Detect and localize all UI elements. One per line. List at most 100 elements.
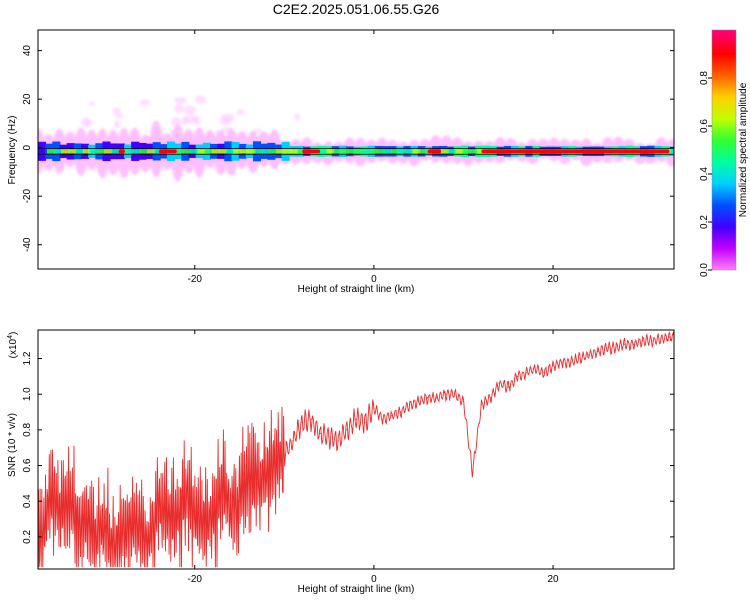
spectrogram-haze-blob bbox=[139, 99, 151, 106]
snr-data-point bbox=[391, 415, 393, 417]
spectrogram-cell bbox=[61, 149, 70, 154]
snr-data-point bbox=[480, 404, 483, 406]
snr-exponent-label: (x104) bbox=[7, 332, 19, 359]
spectrogram-cell bbox=[362, 149, 371, 154]
spectrogram-haze-blob bbox=[214, 130, 224, 135]
spectrogram-cell bbox=[297, 149, 306, 154]
snr-y-tick-label: 0.4 bbox=[22, 494, 33, 508]
snr-data-point bbox=[113, 550, 115, 552]
snr-data-point bbox=[167, 514, 169, 517]
spectrogram-cell bbox=[38, 141, 47, 161]
spectrogram-cell bbox=[283, 149, 292, 154]
spectrogram-cell bbox=[68, 149, 77, 154]
spectrogram-haze-blob bbox=[174, 97, 188, 104]
snr-data-point bbox=[507, 386, 509, 388]
snr-series-line bbox=[38, 331, 674, 568]
snr-line-layer bbox=[38, 331, 674, 568]
spectrogram-cell bbox=[125, 149, 134, 154]
snr-panel: -20 0 20 0.2 0.4 0.6 0.8 1.0 1.2 Height of strai… bbox=[7, 329, 675, 595]
snr-data-point bbox=[301, 422, 303, 424]
snr-data-point bbox=[453, 393, 456, 395]
spectrogram-haze-blob bbox=[219, 116, 232, 126]
snr-data-point bbox=[194, 518, 196, 520]
snr-data-point bbox=[104, 525, 106, 527]
spectrogram-cell bbox=[276, 149, 285, 154]
spectrogram-cell bbox=[211, 149, 220, 154]
snr-data-point bbox=[400, 411, 402, 413]
snr-data-point bbox=[256, 482, 259, 484]
spectrogram-cell bbox=[355, 149, 364, 154]
spectrogram-y-tick-label: 0 bbox=[22, 144, 33, 150]
snr-x-tick-label: -20 bbox=[188, 574, 203, 585]
spectrogram-cell bbox=[376, 149, 385, 154]
snr-x-label: Height of straight line (km) bbox=[298, 584, 415, 595]
snr-y-tick-label: 1.0 bbox=[22, 387, 33, 401]
spectrogram-cell bbox=[340, 149, 349, 154]
snr-data-point bbox=[247, 472, 250, 474]
spectrogram-cell bbox=[97, 149, 106, 154]
snr-data-point bbox=[346, 429, 348, 431]
spectrogram-cell bbox=[412, 149, 421, 154]
spectrogram-cell bbox=[75, 149, 84, 154]
spectrogram-cell bbox=[448, 149, 457, 154]
colorbar-gradient bbox=[711, 29, 737, 271]
spectrogram-cell bbox=[469, 149, 478, 154]
snr-data-point bbox=[427, 397, 429, 399]
colorbar-tick-label: 0.8 bbox=[699, 71, 710, 85]
snr-data-point bbox=[597, 350, 599, 353]
snr-data-point bbox=[122, 532, 124, 534]
spectrogram-cell bbox=[455, 149, 464, 154]
spectrogram-ridge-segment bbox=[427, 149, 442, 154]
spectrogram-cell bbox=[254, 149, 263, 154]
snr-x-tick-label: 20 bbox=[548, 574, 560, 585]
spectrogram-cell bbox=[405, 149, 414, 154]
snr-data-point bbox=[588, 354, 590, 356]
spectrogram-haze-blob bbox=[195, 95, 207, 105]
colorbar-tick-label: 0.2 bbox=[699, 215, 710, 229]
snr-axes: -20 0 20 0.2 0.4 0.6 0.8 1.0 1.2 bbox=[22, 330, 674, 585]
snr-data-point bbox=[95, 536, 97, 538]
spectrogram-cell bbox=[204, 149, 213, 154]
spectrogram-ridge-segment bbox=[118, 149, 125, 154]
snr-data-point bbox=[337, 439, 339, 442]
spectrogram-y-tick-label: -20 bbox=[22, 189, 33, 204]
spectrogram-haze-blob bbox=[236, 109, 245, 116]
snr-data-point bbox=[462, 400, 465, 402]
snr-data-point bbox=[418, 400, 420, 402]
spectrogram-cell bbox=[132, 149, 142, 154]
snr-y-tick-label: 1.2 bbox=[22, 351, 33, 365]
snr-data-point bbox=[328, 436, 330, 438]
spectrogram-ridge-segment bbox=[158, 149, 177, 154]
snr-data-point bbox=[203, 522, 205, 524]
spectrogram-cell bbox=[89, 149, 99, 154]
snr-data-point bbox=[561, 361, 563, 363]
snr-data-point bbox=[444, 393, 447, 395]
spectrogram-haze-blob bbox=[114, 120, 121, 129]
snr-data-point bbox=[50, 497, 53, 499]
spectrogram-cell bbox=[247, 149, 256, 154]
spectrogram-cell bbox=[261, 149, 271, 154]
spectrogram-cell bbox=[240, 149, 249, 154]
spectrogram-y-label: Frequency (Hz) bbox=[7, 116, 18, 185]
spectrogram-cell bbox=[462, 149, 471, 154]
snr-data-point bbox=[498, 382, 500, 385]
chart-title: C2E2.2025.051.06.55.G26 bbox=[273, 1, 440, 17]
colorbar-tick-label: 0.4 bbox=[699, 167, 710, 181]
snr-data-point bbox=[668, 336, 671, 338]
colorbar-tick-label: 0.0 bbox=[699, 263, 710, 277]
snr-x-tick-label: 0 bbox=[371, 574, 377, 585]
spectrogram-cell bbox=[190, 149, 199, 154]
spectrogram-haze-blob bbox=[294, 113, 301, 120]
spectrogram-cell bbox=[319, 149, 328, 154]
svg-text:(x104): (x104) bbox=[7, 332, 19, 359]
spectrogram-cell bbox=[82, 149, 91, 154]
spectrogram-cell bbox=[347, 149, 356, 154]
spectrogram-cell bbox=[269, 149, 278, 154]
snr-data-point bbox=[543, 372, 545, 374]
snr-data-point bbox=[642, 340, 644, 342]
spectrogram-haze-blob bbox=[81, 117, 91, 128]
spectrogram-haze-blob bbox=[169, 129, 184, 137]
colorbar-tick-label: 0.6 bbox=[699, 119, 710, 133]
spectrogram-axes: -20 0 20 -40 -20 0 20 40 bbox=[22, 30, 674, 285]
snr-data-point bbox=[319, 432, 321, 435]
